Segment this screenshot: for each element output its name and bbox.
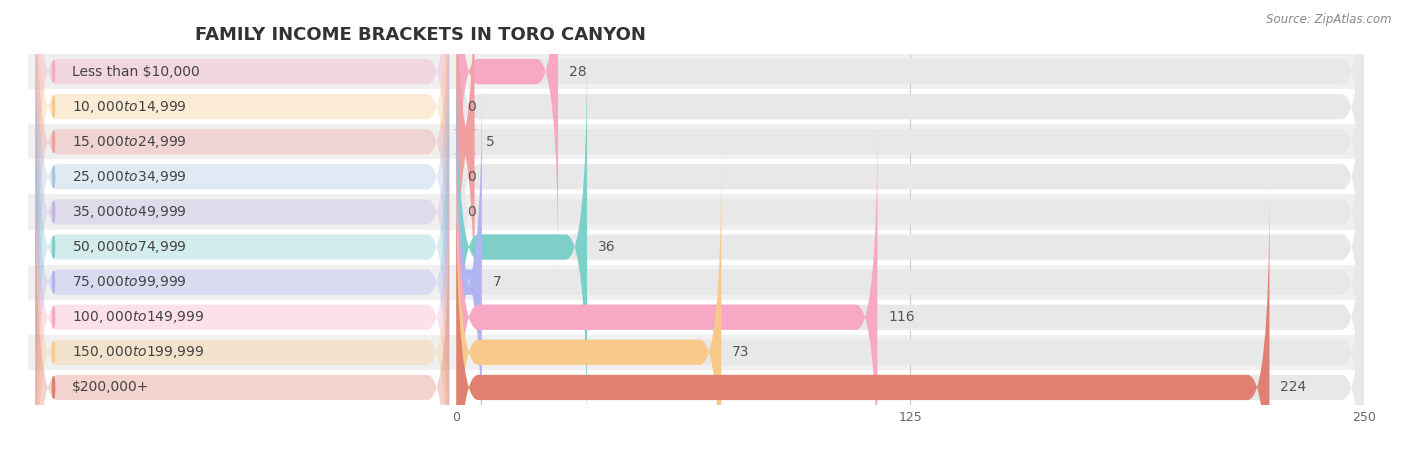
- FancyBboxPatch shape: [457, 0, 558, 270]
- FancyBboxPatch shape: [457, 119, 1364, 450]
- Bar: [28, 194, 1364, 230]
- Circle shape: [52, 61, 55, 82]
- Text: 0: 0: [467, 99, 477, 114]
- FancyBboxPatch shape: [35, 0, 449, 340]
- Text: $50,000 to $74,999: $50,000 to $74,999: [72, 239, 187, 255]
- Circle shape: [52, 131, 55, 153]
- FancyBboxPatch shape: [457, 119, 877, 450]
- Bar: [28, 124, 1364, 159]
- Text: Less than $10,000: Less than $10,000: [72, 64, 200, 79]
- Bar: [28, 159, 1364, 194]
- Text: $15,000 to $24,999: $15,000 to $24,999: [72, 134, 187, 150]
- Circle shape: [52, 342, 55, 363]
- Text: 7: 7: [492, 275, 502, 289]
- Text: $200,000+: $200,000+: [72, 380, 149, 395]
- Circle shape: [52, 166, 55, 188]
- FancyBboxPatch shape: [457, 84, 1364, 450]
- FancyBboxPatch shape: [457, 0, 1364, 340]
- FancyBboxPatch shape: [453, 0, 478, 340]
- Text: 116: 116: [889, 310, 915, 324]
- Text: 73: 73: [733, 345, 749, 360]
- Text: $75,000 to $99,999: $75,000 to $99,999: [72, 274, 187, 290]
- Text: $10,000 to $14,999: $10,000 to $14,999: [72, 99, 187, 115]
- Bar: [28, 335, 1364, 370]
- Circle shape: [52, 271, 55, 293]
- FancyBboxPatch shape: [457, 189, 1364, 450]
- FancyBboxPatch shape: [35, 154, 449, 450]
- Text: $100,000 to $149,999: $100,000 to $149,999: [72, 309, 204, 325]
- Text: 0: 0: [467, 170, 477, 184]
- Circle shape: [52, 306, 55, 328]
- FancyBboxPatch shape: [457, 49, 588, 445]
- FancyBboxPatch shape: [35, 0, 449, 375]
- Bar: [28, 54, 1364, 89]
- FancyBboxPatch shape: [457, 154, 721, 450]
- FancyBboxPatch shape: [35, 189, 449, 450]
- Circle shape: [52, 201, 55, 223]
- Text: FAMILY INCOME BRACKETS IN TORO CANYON: FAMILY INCOME BRACKETS IN TORO CANYON: [195, 26, 645, 44]
- Text: 28: 28: [569, 64, 586, 79]
- FancyBboxPatch shape: [457, 14, 1364, 410]
- Text: 36: 36: [598, 240, 616, 254]
- FancyBboxPatch shape: [35, 0, 449, 270]
- Text: Source: ZipAtlas.com: Source: ZipAtlas.com: [1267, 14, 1392, 27]
- Text: 224: 224: [1281, 380, 1306, 395]
- Bar: [28, 300, 1364, 335]
- Text: $150,000 to $199,999: $150,000 to $199,999: [72, 344, 204, 360]
- Circle shape: [52, 377, 55, 398]
- Bar: [28, 230, 1364, 265]
- Text: 5: 5: [485, 135, 494, 149]
- FancyBboxPatch shape: [35, 14, 449, 410]
- Bar: [28, 370, 1364, 405]
- Text: $25,000 to $34,999: $25,000 to $34,999: [72, 169, 187, 185]
- FancyBboxPatch shape: [35, 49, 449, 445]
- Circle shape: [52, 96, 55, 117]
- FancyBboxPatch shape: [457, 49, 1364, 445]
- FancyBboxPatch shape: [35, 119, 449, 450]
- Bar: [28, 89, 1364, 124]
- Text: 0: 0: [467, 205, 477, 219]
- Circle shape: [52, 236, 55, 258]
- FancyBboxPatch shape: [457, 0, 1364, 305]
- FancyBboxPatch shape: [457, 0, 1364, 270]
- Bar: [28, 265, 1364, 300]
- FancyBboxPatch shape: [457, 0, 1364, 375]
- FancyBboxPatch shape: [457, 189, 1270, 450]
- Text: $35,000 to $49,999: $35,000 to $49,999: [72, 204, 187, 220]
- FancyBboxPatch shape: [457, 154, 1364, 450]
- FancyBboxPatch shape: [35, 0, 449, 305]
- FancyBboxPatch shape: [457, 84, 482, 450]
- FancyBboxPatch shape: [35, 84, 449, 450]
